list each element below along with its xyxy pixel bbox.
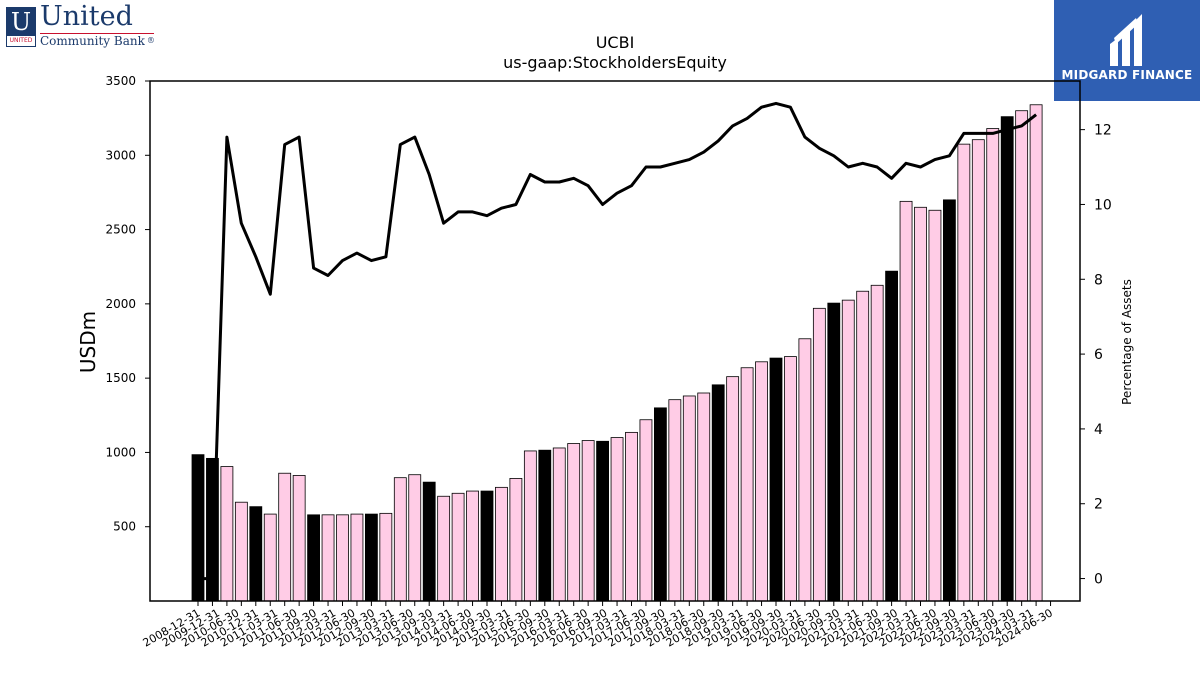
bar [509,478,523,602]
bar [567,443,581,602]
midgard-logo-text: MIDGARD FINANCE [1061,68,1193,82]
bar [234,501,248,602]
bar [278,472,292,602]
bar [451,492,465,602]
bar [596,440,609,602]
bar [682,395,696,602]
y2-tick-label: 12 [1094,123,1112,139]
bar [1015,110,1029,602]
bar [971,139,985,602]
bar [408,474,422,602]
bar [784,356,797,602]
midgard-mark-icon [1110,14,1142,66]
y2-tick-label: 0 [1094,572,1103,588]
bar [495,486,508,602]
bar [523,450,537,602]
y-tick-label: 2000 [105,297,136,311]
bar [711,384,725,602]
bar [610,437,624,602]
bar [263,513,277,602]
bar-series [191,104,1043,602]
logo-name-line2: Community Bank ® [40,34,155,48]
bar [625,431,638,602]
united-community-bank-logo: U UNITED United Community Bank ® [4,1,164,48]
bar [1000,116,1014,602]
midgard-finance-logo: MIDGARD FINANCE [1054,0,1200,101]
bar [812,307,826,602]
y-axis-label: USDm [76,311,100,373]
bar [856,290,870,602]
chart-subtitle: us-gaap:StockholdersEquity [503,53,727,72]
bar [755,361,768,602]
bar [740,367,754,602]
percentage-line [198,101,1038,581]
bar [928,209,942,602]
bar [379,512,393,602]
y2-tick-label: 4 [1094,422,1103,438]
logo-rule [40,33,154,34]
bar [538,449,552,602]
chart-title: UCBI [596,33,635,52]
bar [841,299,855,602]
plot-frame [149,80,1081,602]
y2-tick-label: 10 [1094,197,1112,213]
bar [350,513,364,602]
y-tick-label: 2500 [105,223,136,237]
bar [321,514,335,602]
bar [957,143,971,602]
bar [422,481,436,602]
bar [220,466,234,602]
bar [870,284,884,602]
bar [899,200,913,602]
bar [769,357,783,602]
y-tick-label: 500 [113,520,136,534]
bar [437,495,451,602]
chart-axes: 5001000150020002500300035000246810122008… [105,74,1111,650]
y2-axis-label: Percentage of Assets [1120,279,1134,405]
bar [798,338,812,602]
bar [654,407,667,602]
bar [668,399,682,602]
bar [914,206,927,602]
bar [1029,104,1043,602]
y2-tick-label: 6 [1094,347,1103,363]
bar [639,419,653,602]
bar [986,128,1000,602]
y2-tick-label: 2 [1094,497,1103,513]
bar [249,506,263,602]
bar [697,392,711,602]
bar [466,490,479,602]
bar [336,514,349,602]
bar [885,270,898,602]
y-tick-label: 1500 [105,371,136,385]
bar [827,302,841,602]
y-tick-label: 1000 [105,445,136,459]
ucb-shield-icon: U UNITED [6,7,36,47]
logo-name-line1: United [40,1,133,32]
bar [943,199,956,602]
bar [292,475,306,602]
y-tick-label: 3000 [105,148,136,162]
y2-tick-label: 8 [1094,272,1103,288]
bar [581,440,595,602]
y-tick-label: 3500 [105,74,136,88]
bar [307,514,321,602]
bar [552,447,566,602]
line-series [198,101,1038,581]
bar [364,513,378,602]
bar [393,477,407,602]
bar [480,490,494,602]
bar [726,376,740,602]
